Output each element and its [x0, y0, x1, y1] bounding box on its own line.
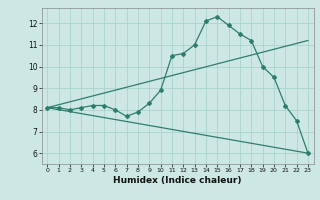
X-axis label: Humidex (Indice chaleur): Humidex (Indice chaleur): [113, 176, 242, 185]
